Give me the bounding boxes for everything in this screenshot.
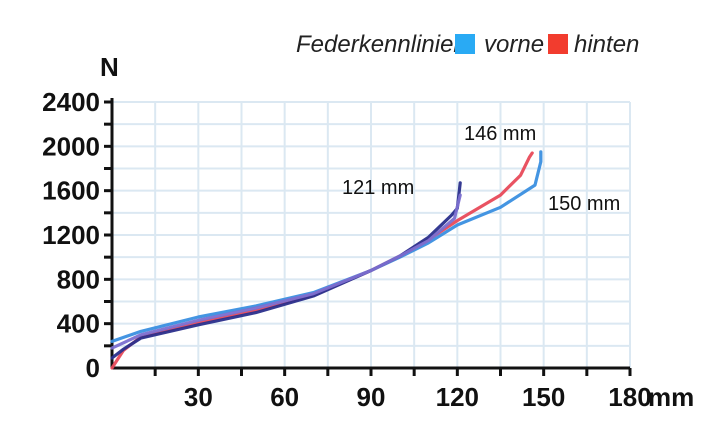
y-tick-label: 0 [86,353,100,383]
series-group [110,150,543,370]
y-axis-label: N [100,52,119,82]
y-tick-label: 1600 [42,176,100,206]
series-line-3 [110,181,462,360]
grid [112,101,631,368]
annotation-121mm: 121 mm [342,177,414,199]
legend: Federkennlinien: vorne hinten [296,31,639,58]
series-line-4 [110,193,462,350]
annotation-146mm: 146 mm [464,123,536,145]
x-tick-label: 60 [270,382,299,412]
x-tick-label: 30 [184,382,213,412]
legend-swatch-hinten [548,34,568,54]
series-line-1 [110,150,543,343]
annotation-150mm: 150 mm [548,193,620,215]
x-axis-label: mm [648,382,694,412]
x-tick-label: 180 [608,382,651,412]
x-tick-label: 90 [357,382,386,412]
tick-labels: 0 400 800 1200 1600 2000 2400 30 60 90 120 150 180 [42,87,652,412]
axes [104,98,632,376]
x-tick-label: 150 [522,382,565,412]
legend-label-vorne: vorne [484,31,544,58]
y-tick-label: 400 [57,309,100,339]
y-tick-label: 800 [57,264,100,294]
y-tick-label: 2400 [42,87,100,117]
legend-swatch-vorne [455,34,475,54]
legend-label-hinten: hinten [574,31,639,58]
series-line-2 [110,151,534,370]
x-tick-label: 120 [436,382,479,412]
y-tick-label: 2000 [42,131,100,161]
y-tick-label: 1200 [42,220,100,250]
legend-title: Federkennlinien: [296,31,473,58]
